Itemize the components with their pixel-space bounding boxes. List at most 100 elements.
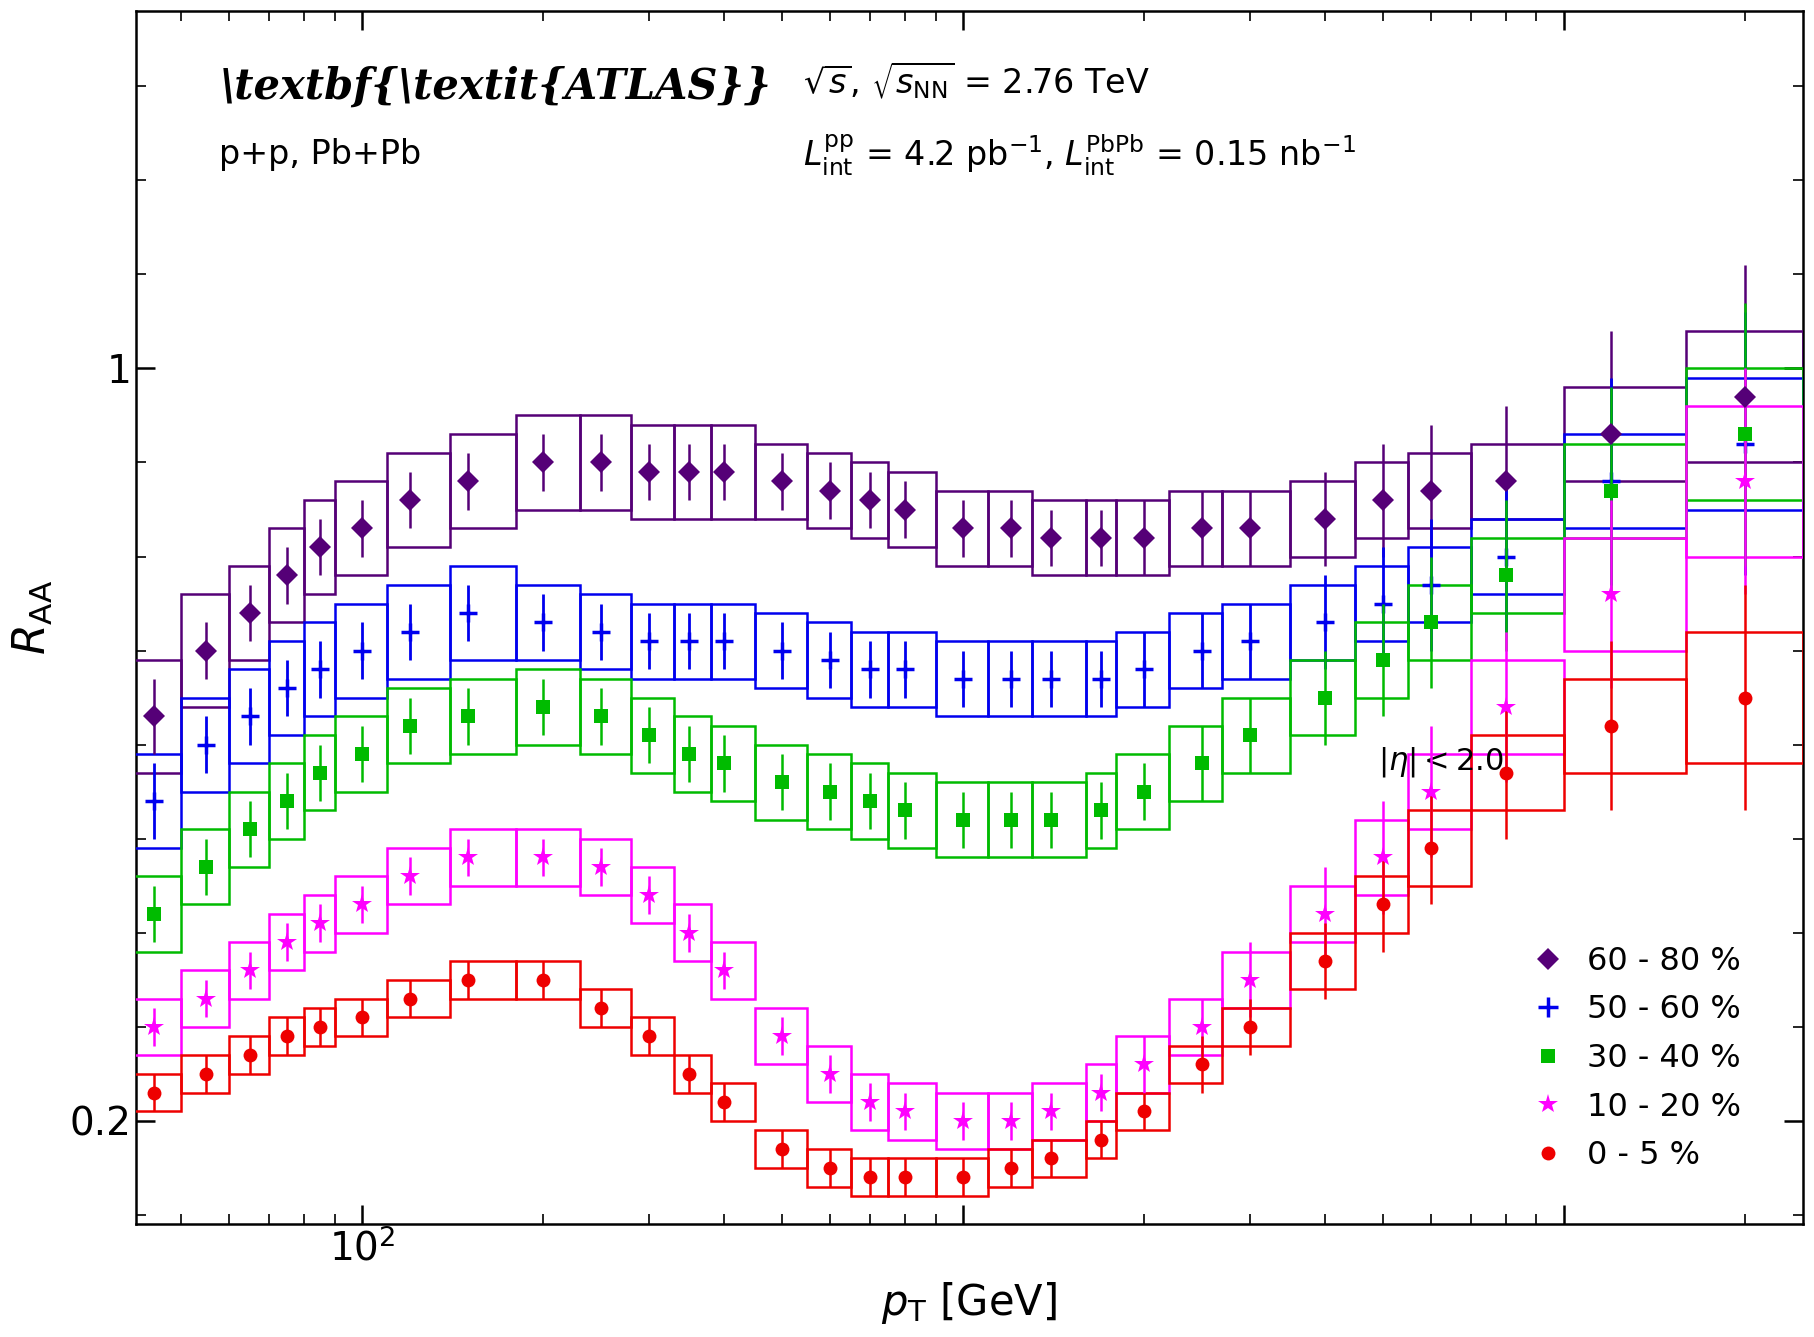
Bar (711, 425, 755, 519)
Bar (889, 472, 936, 547)
Bar (673, 905, 711, 961)
Bar (1032, 782, 1085, 857)
Bar (851, 1074, 889, 1130)
Bar (386, 584, 450, 679)
Bar (1564, 388, 1687, 481)
Bar (631, 1017, 673, 1055)
Bar (1290, 933, 1355, 989)
Bar (450, 679, 515, 754)
Bar (851, 463, 889, 537)
Bar (1290, 885, 1355, 943)
Legend: 60 - 80 %, 50 - 60 %, 30 - 40 %, 10 - 20 %, 0 - 5 %: 60 - 80 %, 50 - 60 %, 30 - 40 %, 10 - 20… (1517, 933, 1754, 1185)
Bar (631, 866, 673, 924)
Bar (450, 435, 515, 528)
Bar (1564, 435, 1687, 528)
Bar (1223, 603, 1290, 679)
Bar (989, 491, 1032, 566)
Bar (1290, 481, 1355, 556)
Bar (1471, 444, 1564, 519)
Bar (1687, 369, 1803, 500)
Bar (336, 876, 386, 933)
Bar (580, 594, 631, 670)
Bar (1687, 406, 1803, 556)
Bar (1085, 1064, 1116, 1120)
Bar (673, 1055, 711, 1092)
Bar (889, 1158, 936, 1197)
Bar (123, 754, 181, 848)
Bar (851, 763, 889, 838)
Bar (989, 1092, 1032, 1148)
Bar (305, 500, 336, 594)
Bar (755, 444, 807, 519)
Bar (1116, 1092, 1168, 1130)
Bar (755, 745, 807, 820)
Bar (1355, 463, 1408, 537)
Bar (336, 481, 386, 575)
Bar (889, 1083, 936, 1139)
Bar (123, 999, 181, 1055)
Bar (1085, 773, 1116, 848)
Bar (1085, 642, 1116, 717)
Bar (1290, 660, 1355, 735)
Bar (1223, 1008, 1290, 1046)
Bar (229, 566, 268, 660)
Bar (515, 829, 580, 885)
Bar (1564, 444, 1687, 537)
Bar (1355, 820, 1408, 894)
Bar (1290, 584, 1355, 660)
Bar (1168, 726, 1223, 801)
Bar (1564, 537, 1687, 651)
Bar (1085, 1120, 1116, 1158)
Bar (1408, 584, 1471, 660)
Bar (123, 1074, 181, 1111)
Bar (1408, 754, 1471, 829)
Bar (229, 792, 268, 866)
Bar (936, 782, 989, 857)
Bar (580, 416, 631, 509)
X-axis label: $p_{\mathrm{T}}$ [GeV]: $p_{\mathrm{T}}$ [GeV] (882, 1280, 1058, 1326)
Bar (268, 763, 305, 838)
Bar (711, 603, 755, 679)
Bar (1032, 500, 1085, 575)
Bar (268, 642, 305, 735)
Bar (1032, 1139, 1085, 1177)
Bar (1471, 519, 1564, 594)
Bar (1471, 660, 1564, 754)
Bar (1408, 810, 1471, 885)
Bar (755, 612, 807, 689)
Bar (1085, 500, 1116, 575)
Bar (631, 425, 673, 519)
Bar (1355, 876, 1408, 933)
Bar (181, 594, 229, 707)
Text: $\sqrt{s}$, $\sqrt{s_{\mathrm{NN}}}$ = 2.76 TeV: $\sqrt{s}$, $\sqrt{s_{\mathrm{NN}}}$ = 2… (804, 60, 1150, 102)
Bar (1223, 491, 1290, 566)
Bar (1687, 378, 1803, 509)
Bar (181, 698, 229, 792)
Bar (1223, 952, 1290, 1008)
Bar (807, 453, 851, 528)
Bar (450, 829, 515, 885)
Bar (989, 642, 1032, 717)
Bar (123, 876, 181, 952)
Bar (1032, 642, 1085, 717)
Bar (515, 670, 580, 745)
Bar (631, 698, 673, 773)
Bar (123, 660, 181, 773)
Bar (1408, 547, 1471, 622)
Bar (1168, 999, 1223, 1055)
Bar (755, 1130, 807, 1167)
Bar (673, 717, 711, 792)
Bar (1355, 622, 1408, 698)
Bar (268, 1017, 305, 1055)
Bar (711, 1083, 755, 1120)
Bar (305, 622, 336, 717)
Bar (1168, 491, 1223, 566)
Bar (1223, 698, 1290, 773)
Bar (580, 989, 631, 1027)
Bar (1687, 330, 1803, 463)
Bar (268, 528, 305, 622)
Bar (305, 1008, 336, 1046)
Bar (229, 1036, 268, 1074)
Text: p+p, Pb+Pb: p+p, Pb+Pb (219, 139, 421, 171)
Bar (386, 453, 450, 547)
